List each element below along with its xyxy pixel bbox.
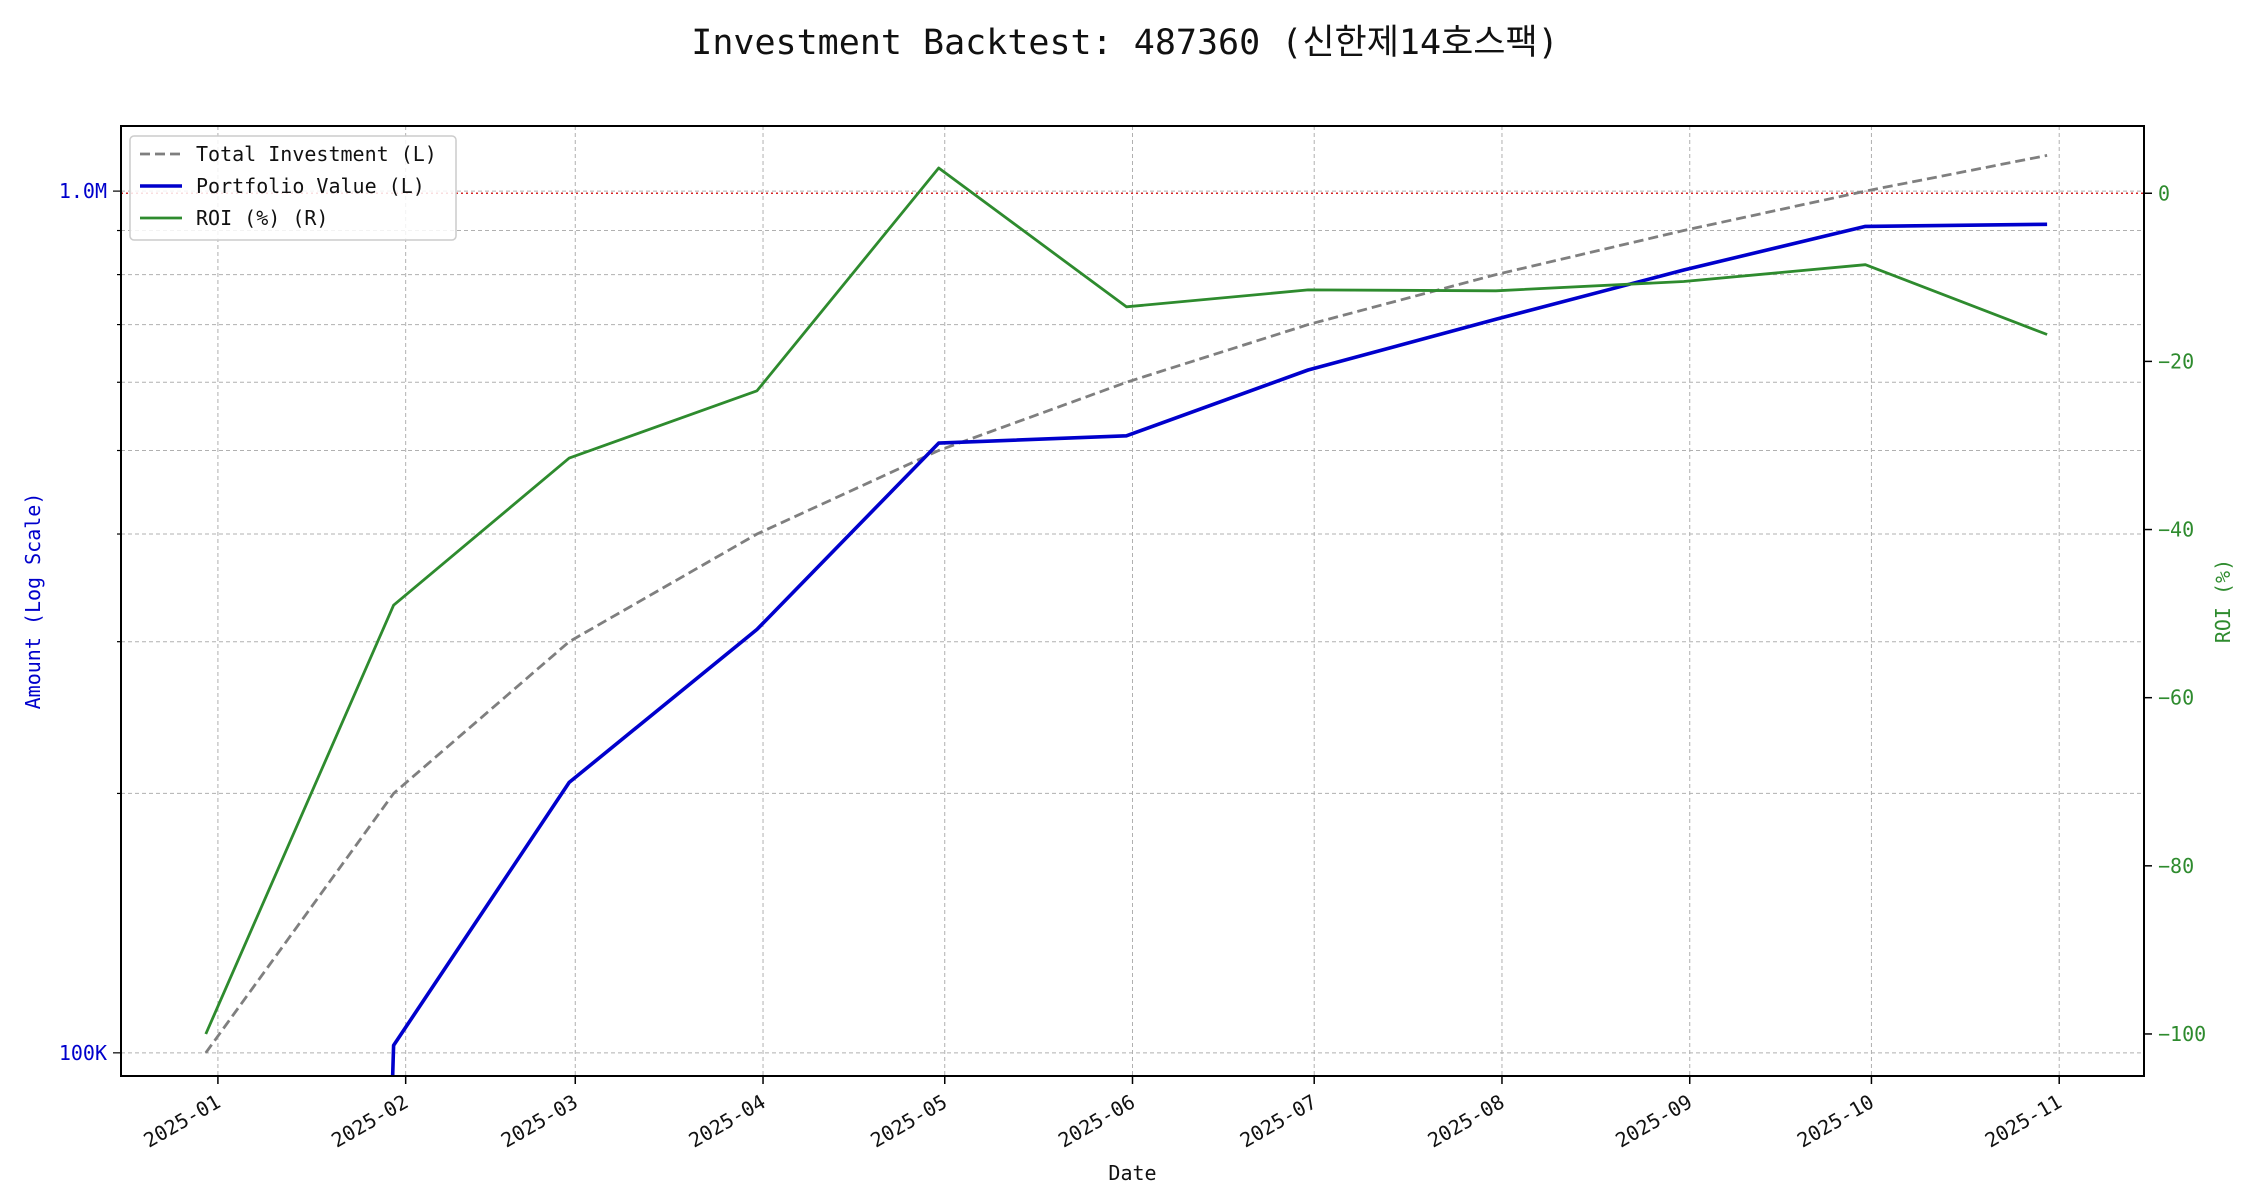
y-right-tick-label: −20 (2158, 349, 2194, 373)
chart-title: Investment Backtest: 487360 (신한제14호스팩) (691, 23, 1559, 63)
x-tick-label: 2025-04 (685, 1090, 770, 1153)
y-right-tick-label: 0 (2158, 181, 2170, 205)
x-tick-label: 2025-11 (1981, 1090, 2066, 1153)
y-left-tick-label: 1.0M (59, 179, 107, 203)
legend-box (129, 135, 457, 241)
x-tick-label: 2025-03 (497, 1090, 582, 1153)
x-axis-title: Date (1108, 1161, 1156, 1185)
axis-layer: 2025-01 2025-02 2025-03 2025-04 2025-05 2025-… (21, 179, 2235, 1185)
y-right-axis-title: ROI (%) (2211, 559, 2235, 643)
y-right-tick-label: −100 (2158, 1022, 2206, 1046)
x-tick-label: 2025-08 (1423, 1090, 1508, 1153)
y-left-tick-label: 100K (59, 1041, 107, 1065)
legend-label-1: Portfolio Value (L) (196, 174, 425, 198)
y-right-tick-label: −40 (2158, 518, 2194, 542)
series-line-2 (204, 166, 2048, 1035)
series-line-0 (204, 154, 2048, 1054)
y-left-axis-title: Amount (Log Scale) (21, 493, 45, 710)
series-layer (204, 154, 2048, 1076)
x-tick-label: 2025-10 (1793, 1090, 1878, 1153)
legend-label-2: ROI (%) (R) (196, 206, 328, 230)
x-tick-label: 2025-09 (1611, 1090, 1696, 1153)
legend-label-0: Total Investment (L) (196, 142, 437, 166)
x-tick-label: 2025-02 (327, 1090, 412, 1153)
x-tick-label: 2025-05 (866, 1090, 951, 1153)
legend: Total Investment (L) Portfolio Value (L) R… (129, 135, 457, 241)
series-line-1 (390, 222, 2048, 1076)
x-tick-label: 2025-07 (1236, 1090, 1321, 1153)
x-tick-label: 2025-06 (1054, 1090, 1139, 1153)
y-right-tick-label: −60 (2158, 686, 2194, 710)
grid-layer (121, 126, 2144, 1076)
series-group (204, 154, 2048, 1076)
x-tick-label: 2025-01 (139, 1090, 224, 1153)
y-right-tick-label: −80 (2158, 854, 2194, 878)
